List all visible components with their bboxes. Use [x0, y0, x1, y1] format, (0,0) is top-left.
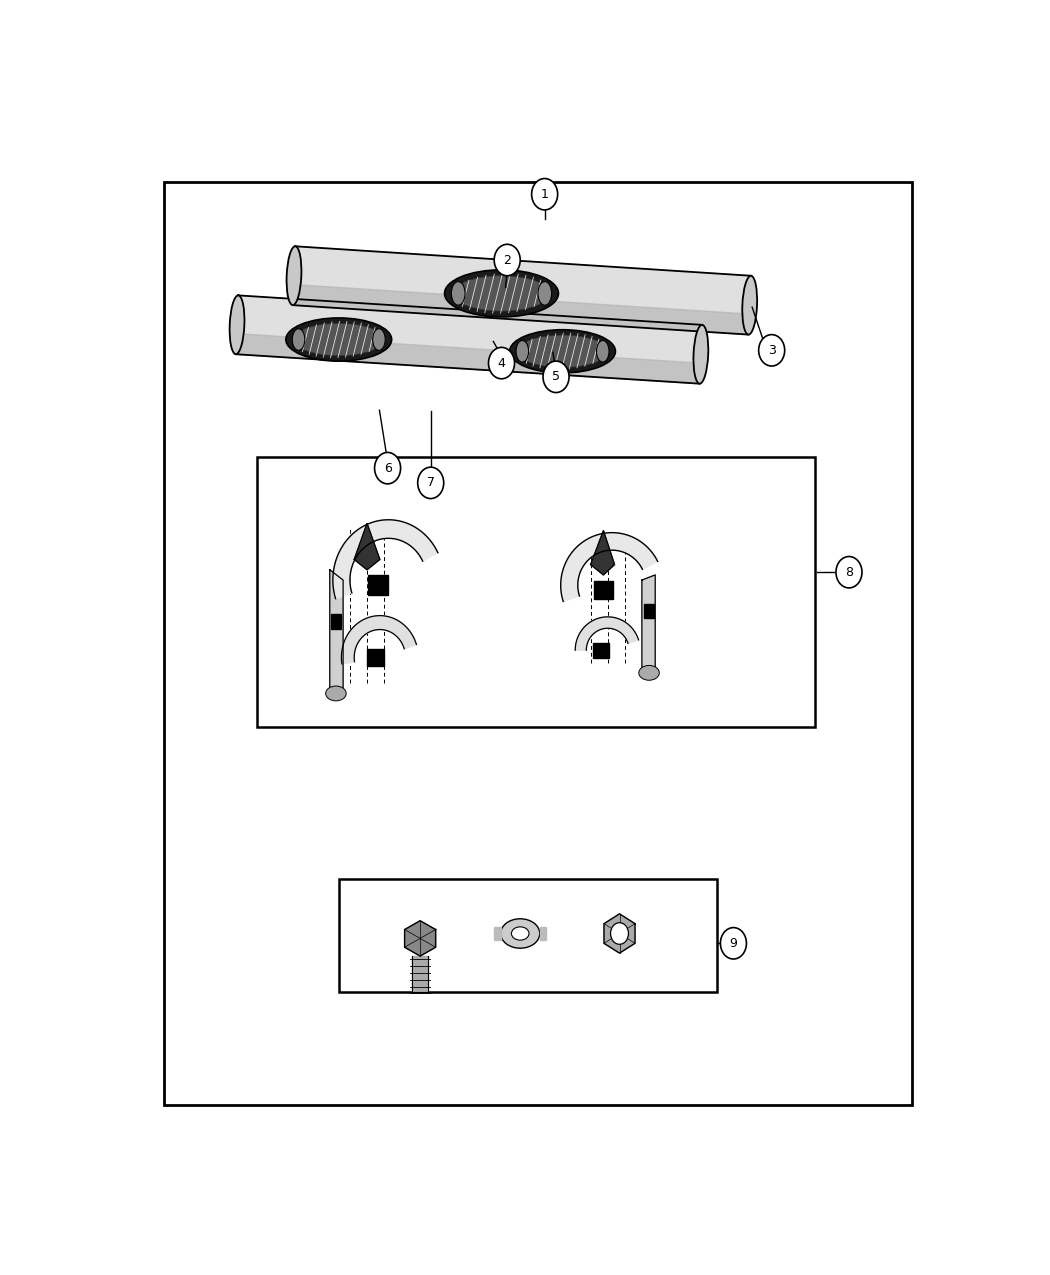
Ellipse shape — [287, 246, 301, 305]
Polygon shape — [642, 575, 655, 678]
Polygon shape — [404, 921, 436, 956]
Circle shape — [495, 245, 520, 275]
Polygon shape — [575, 617, 638, 650]
Ellipse shape — [501, 919, 540, 949]
Ellipse shape — [230, 296, 245, 354]
Polygon shape — [236, 334, 700, 384]
Text: 4: 4 — [498, 357, 505, 370]
Ellipse shape — [596, 340, 609, 362]
Ellipse shape — [538, 282, 551, 305]
Text: 1: 1 — [541, 187, 548, 200]
Polygon shape — [495, 927, 501, 941]
Circle shape — [610, 923, 629, 945]
Polygon shape — [331, 613, 340, 629]
Text: 7: 7 — [426, 477, 435, 490]
Ellipse shape — [509, 330, 615, 372]
Circle shape — [836, 556, 862, 588]
Polygon shape — [561, 533, 657, 602]
Ellipse shape — [454, 275, 550, 311]
Polygon shape — [412, 956, 428, 992]
Text: 2: 2 — [503, 254, 511, 266]
Circle shape — [543, 361, 569, 393]
Polygon shape — [590, 530, 614, 575]
Ellipse shape — [511, 927, 529, 940]
Circle shape — [759, 334, 784, 366]
Ellipse shape — [292, 329, 304, 351]
Ellipse shape — [294, 324, 383, 356]
Text: 9: 9 — [730, 937, 737, 950]
Ellipse shape — [326, 686, 346, 701]
Ellipse shape — [742, 275, 757, 334]
Polygon shape — [540, 927, 546, 941]
Ellipse shape — [516, 340, 528, 362]
Circle shape — [531, 179, 558, 210]
FancyBboxPatch shape — [257, 458, 815, 727]
Circle shape — [418, 467, 444, 499]
Polygon shape — [330, 570, 343, 699]
Ellipse shape — [286, 317, 392, 361]
Ellipse shape — [444, 270, 559, 317]
Ellipse shape — [452, 282, 465, 305]
Circle shape — [375, 453, 401, 483]
Polygon shape — [333, 520, 438, 599]
Polygon shape — [604, 914, 635, 954]
Text: 3: 3 — [768, 344, 776, 357]
Polygon shape — [368, 575, 388, 595]
Circle shape — [720, 928, 747, 959]
Polygon shape — [593, 643, 609, 658]
Ellipse shape — [638, 666, 659, 681]
Circle shape — [488, 347, 514, 379]
Polygon shape — [236, 296, 702, 384]
FancyBboxPatch shape — [339, 880, 717, 992]
Text: 8: 8 — [845, 566, 853, 579]
Text: 5: 5 — [552, 370, 560, 384]
Polygon shape — [293, 284, 750, 334]
Polygon shape — [341, 616, 417, 664]
Polygon shape — [368, 649, 384, 666]
Polygon shape — [594, 581, 613, 599]
Ellipse shape — [373, 329, 385, 351]
Polygon shape — [293, 246, 751, 334]
Text: 6: 6 — [383, 462, 392, 474]
Ellipse shape — [693, 325, 709, 384]
Polygon shape — [354, 523, 380, 570]
Polygon shape — [645, 603, 654, 618]
Ellipse shape — [518, 335, 608, 367]
FancyBboxPatch shape — [164, 182, 912, 1105]
